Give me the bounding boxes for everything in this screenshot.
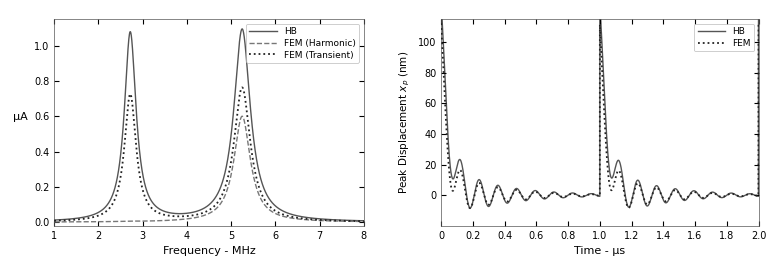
- FEM: [465, 206, 474, 210]
- FEM (Harmonic): [359, 220, 368, 223]
- FEM (Harmonic): [182, 217, 191, 221]
- HB: [238, 27, 247, 30]
- HB: [182, 212, 191, 215]
- FEM (Harmonic): [320, 219, 329, 222]
- FEM: [437, 22, 446, 25]
- HB: [689, 189, 698, 192]
- Legend: HB, FEM: HB, FEM: [694, 24, 754, 51]
- Line: HB: HB: [54, 29, 364, 221]
- HB: [168, 212, 177, 215]
- Line: HB: HB: [441, 2, 759, 208]
- Line: FEM (Harmonic): FEM (Harmonic): [54, 116, 364, 222]
- HB: [639, 193, 648, 196]
- HB: [437, 0, 446, 4]
- FEM (Transient): [353, 220, 362, 223]
- FEM (Transient): [182, 214, 191, 218]
- FEM (Transient): [359, 220, 368, 223]
- FEM (Harmonic): [238, 115, 247, 118]
- FEM (Transient): [103, 208, 112, 212]
- FEM: [453, 175, 462, 178]
- FEM (Transient): [320, 218, 329, 222]
- FEM (Transient): [50, 219, 59, 222]
- HB: [50, 218, 59, 222]
- FEM (Harmonic): [353, 220, 362, 223]
- Legend: HB, FEM (Harmonic), FEM (Transient): HB, FEM (Harmonic), FEM (Transient): [246, 24, 359, 63]
- X-axis label: Frequency - MHz: Frequency - MHz: [163, 246, 255, 256]
- HB: [359, 219, 368, 222]
- Y-axis label: μA: μA: [12, 112, 27, 122]
- FEM (Transient): [168, 214, 177, 218]
- HB: [320, 218, 329, 221]
- FEM: [689, 190, 698, 193]
- FEM: [551, 192, 560, 195]
- X-axis label: Time - μs: Time - μs: [574, 246, 625, 256]
- Y-axis label: Peak Displacement $x_p$ (nm): Peak Displacement $x_p$ (nm): [398, 51, 413, 194]
- HB: [103, 202, 112, 206]
- HB: [754, 2, 763, 5]
- HB: [85, 214, 94, 218]
- HB: [672, 188, 681, 191]
- FEM (Harmonic): [85, 220, 94, 223]
- FEM: [625, 206, 634, 209]
- FEM (Harmonic): [50, 220, 59, 224]
- HB: [465, 206, 474, 210]
- FEM (Transient): [238, 86, 247, 89]
- HB: [551, 191, 560, 194]
- Line: FEM: FEM: [441, 23, 759, 208]
- Line: FEM (Transient): FEM (Transient): [54, 87, 364, 221]
- HB: [625, 206, 634, 209]
- FEM (Harmonic): [168, 218, 177, 222]
- FEM: [639, 194, 648, 197]
- FEM: [672, 189, 681, 192]
- HB: [353, 219, 362, 222]
- FEM: [754, 23, 763, 26]
- HB: [453, 164, 462, 167]
- FEM (Transient): [85, 216, 94, 220]
- FEM (Harmonic): [103, 220, 112, 223]
